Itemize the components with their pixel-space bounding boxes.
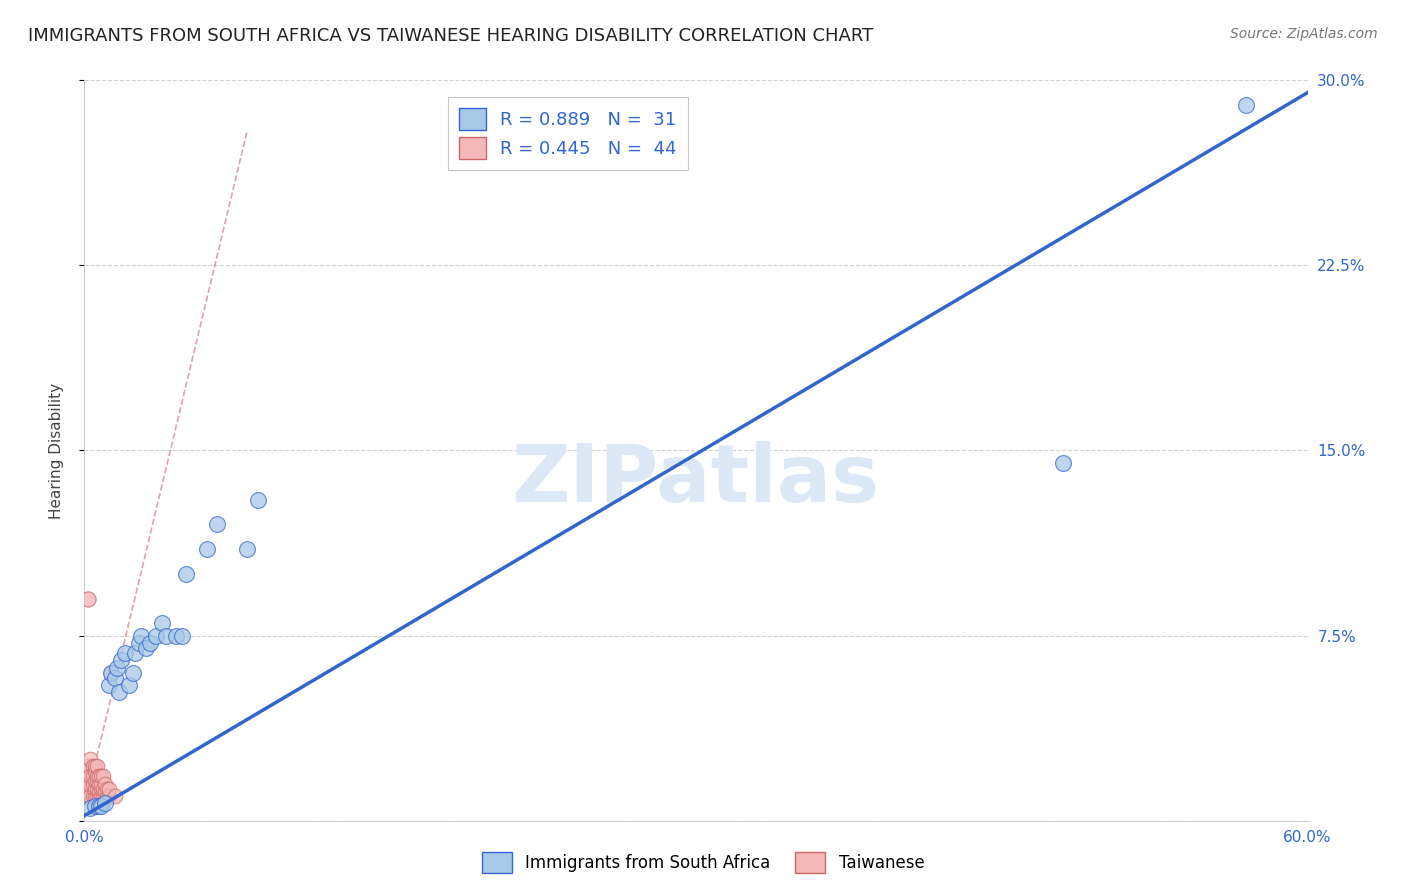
Point — [97, 781, 120, 796]
Point — [93, 789, 115, 803]
Point — [145, 628, 167, 642]
Point — [97, 678, 120, 692]
Point — [86, 769, 108, 783]
Point — [96, 789, 118, 803]
Point — [77, 759, 100, 773]
Point — [79, 801, 101, 815]
Point — [86, 774, 108, 789]
Point — [79, 776, 101, 791]
Point — [131, 628, 153, 642]
Point — [79, 769, 101, 783]
Point — [82, 759, 104, 773]
Point — [87, 789, 110, 803]
Point — [87, 769, 110, 783]
Point — [87, 776, 110, 791]
Legend: Immigrants from South Africa, Taiwanese: Immigrants from South Africa, Taiwanese — [475, 846, 931, 880]
Point — [93, 797, 115, 811]
Point — [83, 789, 105, 803]
Point — [172, 628, 194, 642]
Point — [82, 789, 104, 803]
Point — [91, 769, 114, 783]
Point — [82, 769, 104, 783]
Point — [77, 784, 100, 798]
Point — [93, 776, 115, 791]
Point — [122, 665, 145, 680]
Point — [96, 781, 118, 796]
Point — [91, 789, 114, 803]
Point — [83, 781, 105, 796]
Point — [79, 789, 101, 803]
Point — [205, 517, 228, 532]
Point — [118, 678, 141, 692]
Point — [77, 591, 100, 606]
Point — [174, 566, 197, 581]
Point — [93, 784, 115, 798]
Point — [86, 759, 108, 773]
Point — [90, 781, 112, 796]
Point — [165, 628, 187, 642]
Point — [77, 769, 100, 783]
Point — [100, 665, 122, 680]
Point — [86, 781, 108, 796]
Point — [86, 789, 108, 803]
Point — [90, 776, 112, 791]
Point — [135, 640, 157, 655]
Text: ZIPatlas: ZIPatlas — [512, 441, 880, 519]
Point — [128, 636, 150, 650]
Legend: R = 0.889   N =  31, R = 0.445   N =  44: R = 0.889 N = 31, R = 0.445 N = 44 — [449, 96, 688, 169]
Point — [97, 789, 120, 803]
Point — [1236, 98, 1258, 112]
Point — [110, 653, 132, 667]
Text: IMMIGRANTS FROM SOUTH AFRICA VS TAIWANESE HEARING DISABILITY CORRELATION CHART: IMMIGRANTS FROM SOUTH AFRICA VS TAIWANES… — [28, 27, 873, 45]
Point — [82, 776, 104, 791]
Point — [75, 776, 97, 791]
Point — [150, 616, 173, 631]
Point — [90, 798, 112, 813]
Point — [91, 781, 114, 796]
Point — [83, 774, 105, 789]
Point — [124, 646, 146, 660]
Point — [83, 764, 105, 779]
Point — [1052, 456, 1074, 470]
Point — [104, 789, 127, 803]
Point — [105, 660, 128, 674]
Point — [75, 764, 97, 779]
Point — [155, 628, 177, 642]
Point — [104, 671, 127, 685]
Y-axis label: Hearing Disability: Hearing Disability — [49, 383, 63, 518]
Point — [79, 752, 101, 766]
Text: Source: ZipAtlas.com: Source: ZipAtlas.com — [1230, 27, 1378, 41]
Point — [236, 542, 259, 557]
Point — [100, 665, 122, 680]
Point — [87, 784, 110, 798]
Point — [246, 492, 269, 507]
Point — [90, 789, 112, 803]
Point — [75, 789, 97, 803]
Point — [114, 646, 136, 660]
Point — [83, 798, 105, 813]
Point — [87, 798, 110, 813]
Point — [108, 685, 131, 699]
Point — [195, 542, 218, 557]
Point — [90, 769, 112, 783]
Point — [83, 759, 105, 773]
Point — [138, 636, 160, 650]
